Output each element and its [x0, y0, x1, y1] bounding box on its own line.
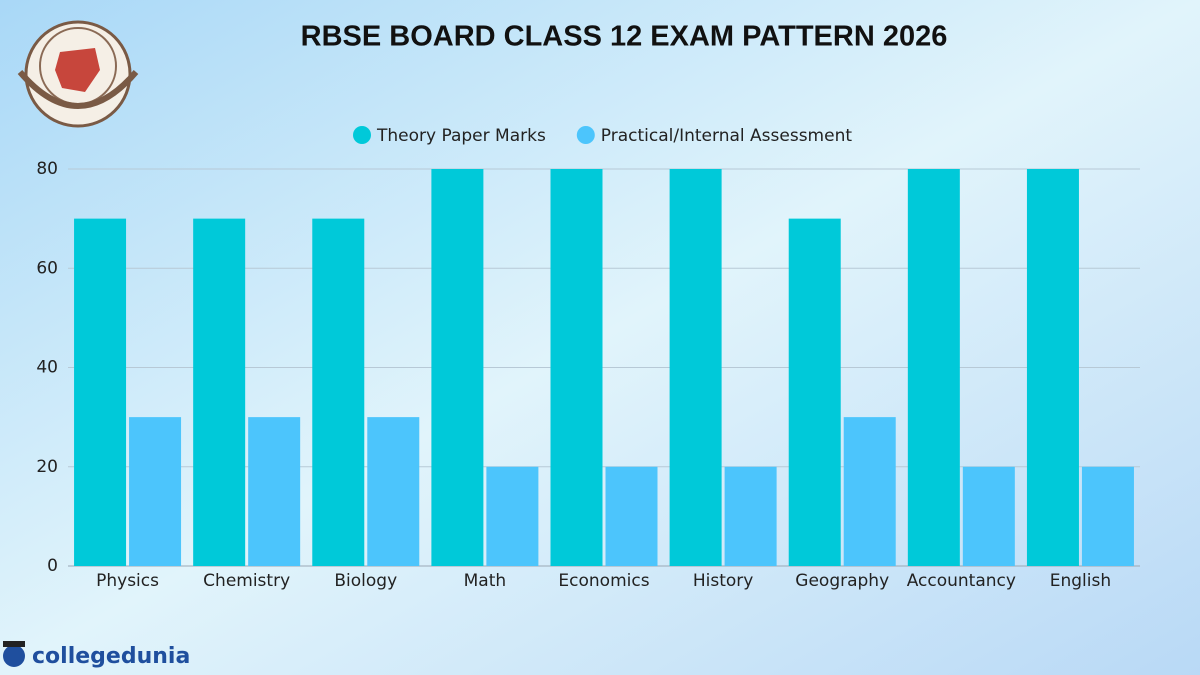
x-tick-label: Biology [334, 571, 397, 591]
bar [669, 169, 722, 566]
bar [907, 169, 960, 566]
bar [129, 417, 182, 566]
brand-logo [3, 641, 25, 667]
bar [248, 417, 301, 566]
y-tick-label: 20 [36, 457, 58, 477]
bar [431, 169, 484, 566]
y-tick-label: 40 [36, 358, 58, 378]
bar [788, 218, 841, 566]
bar [486, 466, 539, 566]
x-tick-label: Accountancy [907, 571, 1016, 591]
y-tick-label: 80 [36, 159, 58, 179]
bar [843, 417, 896, 566]
bar [550, 169, 603, 566]
bar [312, 218, 365, 566]
bar [74, 218, 127, 566]
bar [962, 466, 1015, 566]
bar [367, 417, 420, 566]
x-tick-label: English [1050, 571, 1111, 591]
bar [1081, 466, 1134, 566]
board-seal [17, 20, 139, 128]
x-tick-label: Chemistry [203, 571, 290, 591]
x-tick-label: History [693, 571, 753, 591]
chart-title: RBSE BOARD CLASS 12 EXAM PATTERN 2026 [301, 21, 948, 53]
x-tick-label: Math [464, 571, 507, 591]
bar [1026, 169, 1079, 566]
x-tick-label: Economics [558, 571, 649, 591]
x-tick-label: Geography [795, 571, 889, 591]
y-tick-label: 0 [47, 556, 58, 576]
legend-swatch [353, 126, 371, 144]
bar [724, 466, 777, 566]
legend-label: Practical/Internal Assessment [601, 126, 853, 146]
bar [605, 466, 658, 566]
brand-name: collegedunia [32, 644, 190, 669]
y-tick-label: 60 [36, 258, 58, 278]
x-tick-label: Physics [96, 571, 159, 591]
legend-swatch [576, 126, 595, 144]
legend-label: Theory Paper Marks [376, 126, 546, 146]
bar [193, 218, 246, 566]
